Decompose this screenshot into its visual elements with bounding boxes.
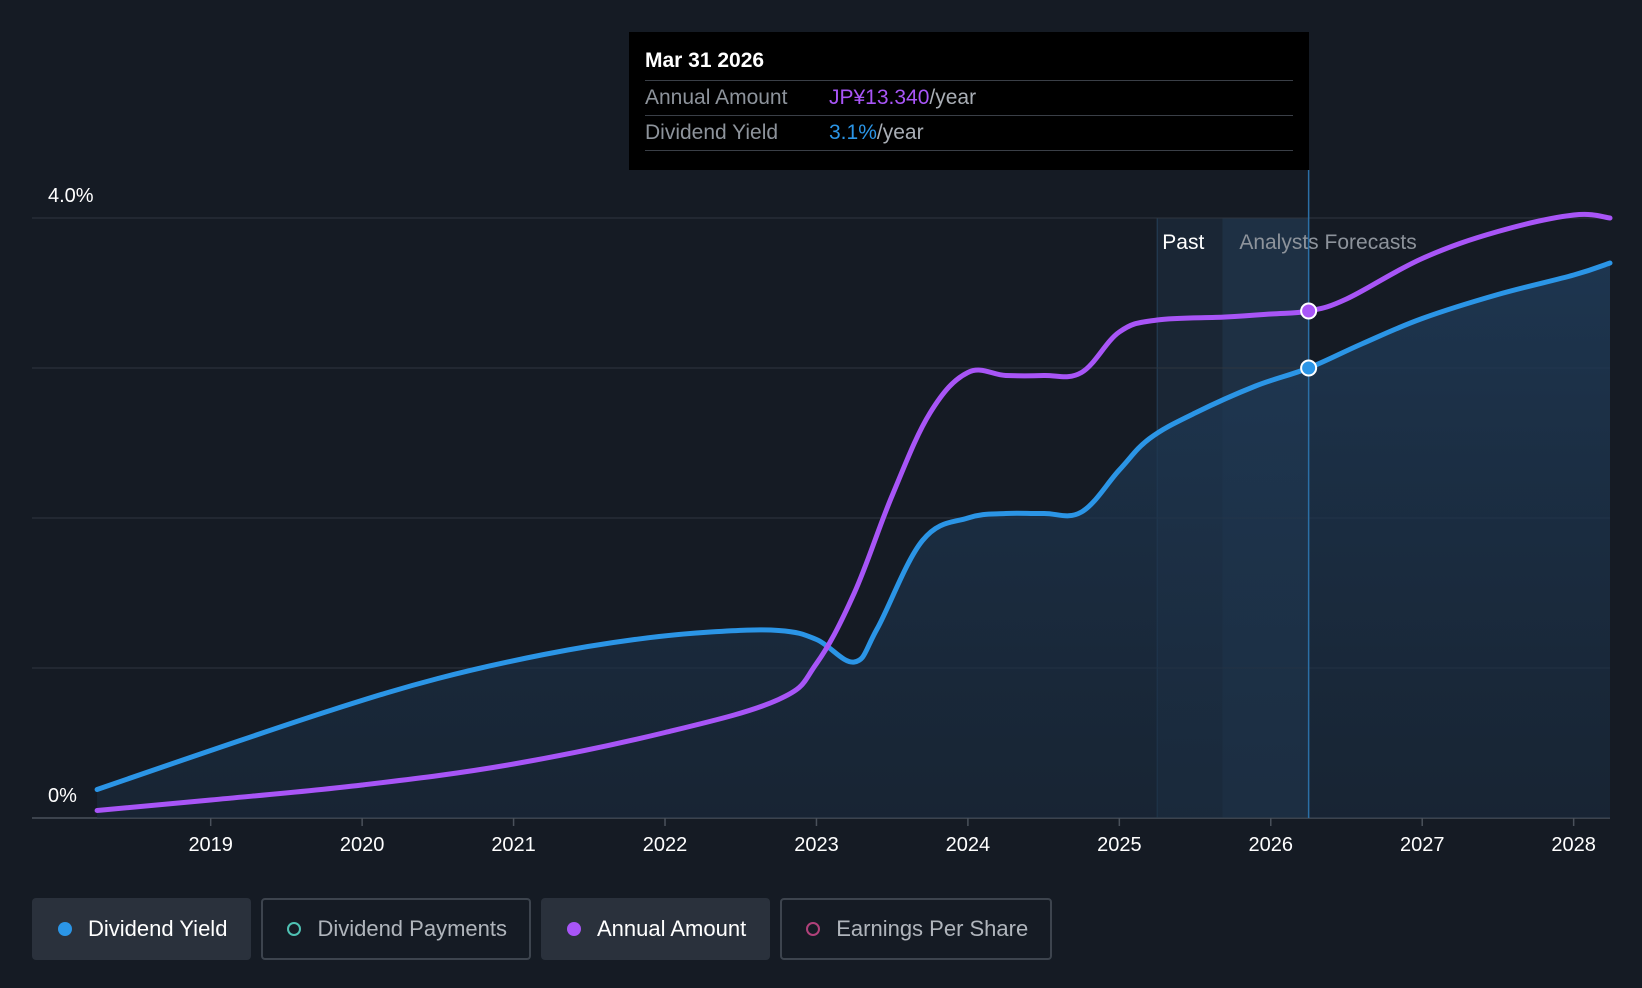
x-tick-label: 2026 [1249, 834, 1294, 856]
chart-legend: Dividend Yield Dividend Payments Annual … [32, 898, 1053, 960]
region-labels: Past Analysts Forecasts [1162, 231, 1416, 254]
tooltip-yield-unit: /year [876, 121, 924, 144]
x-tick-label: 2027 [1400, 834, 1445, 856]
y-tick-label-bottom: 0% [48, 785, 77, 807]
x-tick-label: 2025 [1097, 834, 1142, 856]
annual-amount-line [94, 211, 1613, 813]
legend-label: Dividend Yield [88, 916, 228, 941]
tooltip-annual-row: Annual Amount JP¥13.340/year [645, 81, 1293, 116]
legend-label: Annual Amount [596, 916, 747, 941]
dividend-yield-dot-icon [58, 922, 72, 936]
legend-label: Dividend Payments [317, 916, 507, 941]
forecast-label: Analysts Forecasts [1239, 231, 1416, 254]
dividend-yield-marker [1300, 359, 1318, 377]
legend-dividend-yield-button[interactable]: Dividend Yield [32, 898, 252, 960]
legend-annual-amount-button[interactable]: Annual Amount [540, 898, 771, 960]
x-tick-label: 2022 [643, 834, 688, 856]
tooltip-yield-label: Dividend Yield [645, 121, 779, 144]
y-tick-label-top: 4.0% [48, 185, 94, 207]
x-tick-label: 2021 [491, 834, 536, 856]
series-lines [94, 211, 1613, 813]
chart-tooltip: Mar 31 2026 Annual Amount JP¥13.340/year… [629, 32, 1309, 170]
x-axis: 2019 2020 2021 2022 2023 2024 2025 2026 2027 2028 [188, 818, 1596, 856]
annual-amount-dot-icon [566, 922, 581, 936]
legend-dividend-payments-button[interactable]: Dividend Payments [261, 898, 531, 960]
dividend-yield-area [97, 263, 1611, 818]
tooltip-annual-value: JP¥13.340 [829, 86, 930, 109]
earnings-per-share-dot-icon [806, 922, 821, 936]
hover-markers [1300, 170, 1318, 818]
yield-area [97, 263, 1611, 818]
tooltip-yield-value: 3.1% [829, 121, 877, 144]
x-tick-label: 2028 [1551, 834, 1596, 856]
legend-label: Earnings Per Share [836, 916, 1029, 941]
tooltip-yield-row: Dividend Yield 3.1%/year [645, 116, 1293, 151]
dividend-payments-dot-icon [287, 922, 302, 936]
tooltip-annual-unit: /year [929, 86, 977, 109]
dividend-yield-line [94, 260, 1613, 792]
x-tick-label: 2024 [946, 834, 991, 856]
tooltip-annual-label: Annual Amount [645, 86, 788, 109]
x-tick-label: 2020 [340, 834, 385, 856]
x-tick-label: 2019 [188, 834, 233, 856]
x-tick-label: 2023 [794, 834, 839, 856]
tooltip-date: Mar 31 2026 [645, 46, 1293, 81]
annual-amount-marker [1300, 302, 1318, 320]
legend-earnings-per-share-button[interactable]: Earnings Per Share [780, 898, 1053, 960]
past-label: Past [1162, 231, 1204, 254]
y-axis: 4.0% 0% [48, 185, 94, 807]
